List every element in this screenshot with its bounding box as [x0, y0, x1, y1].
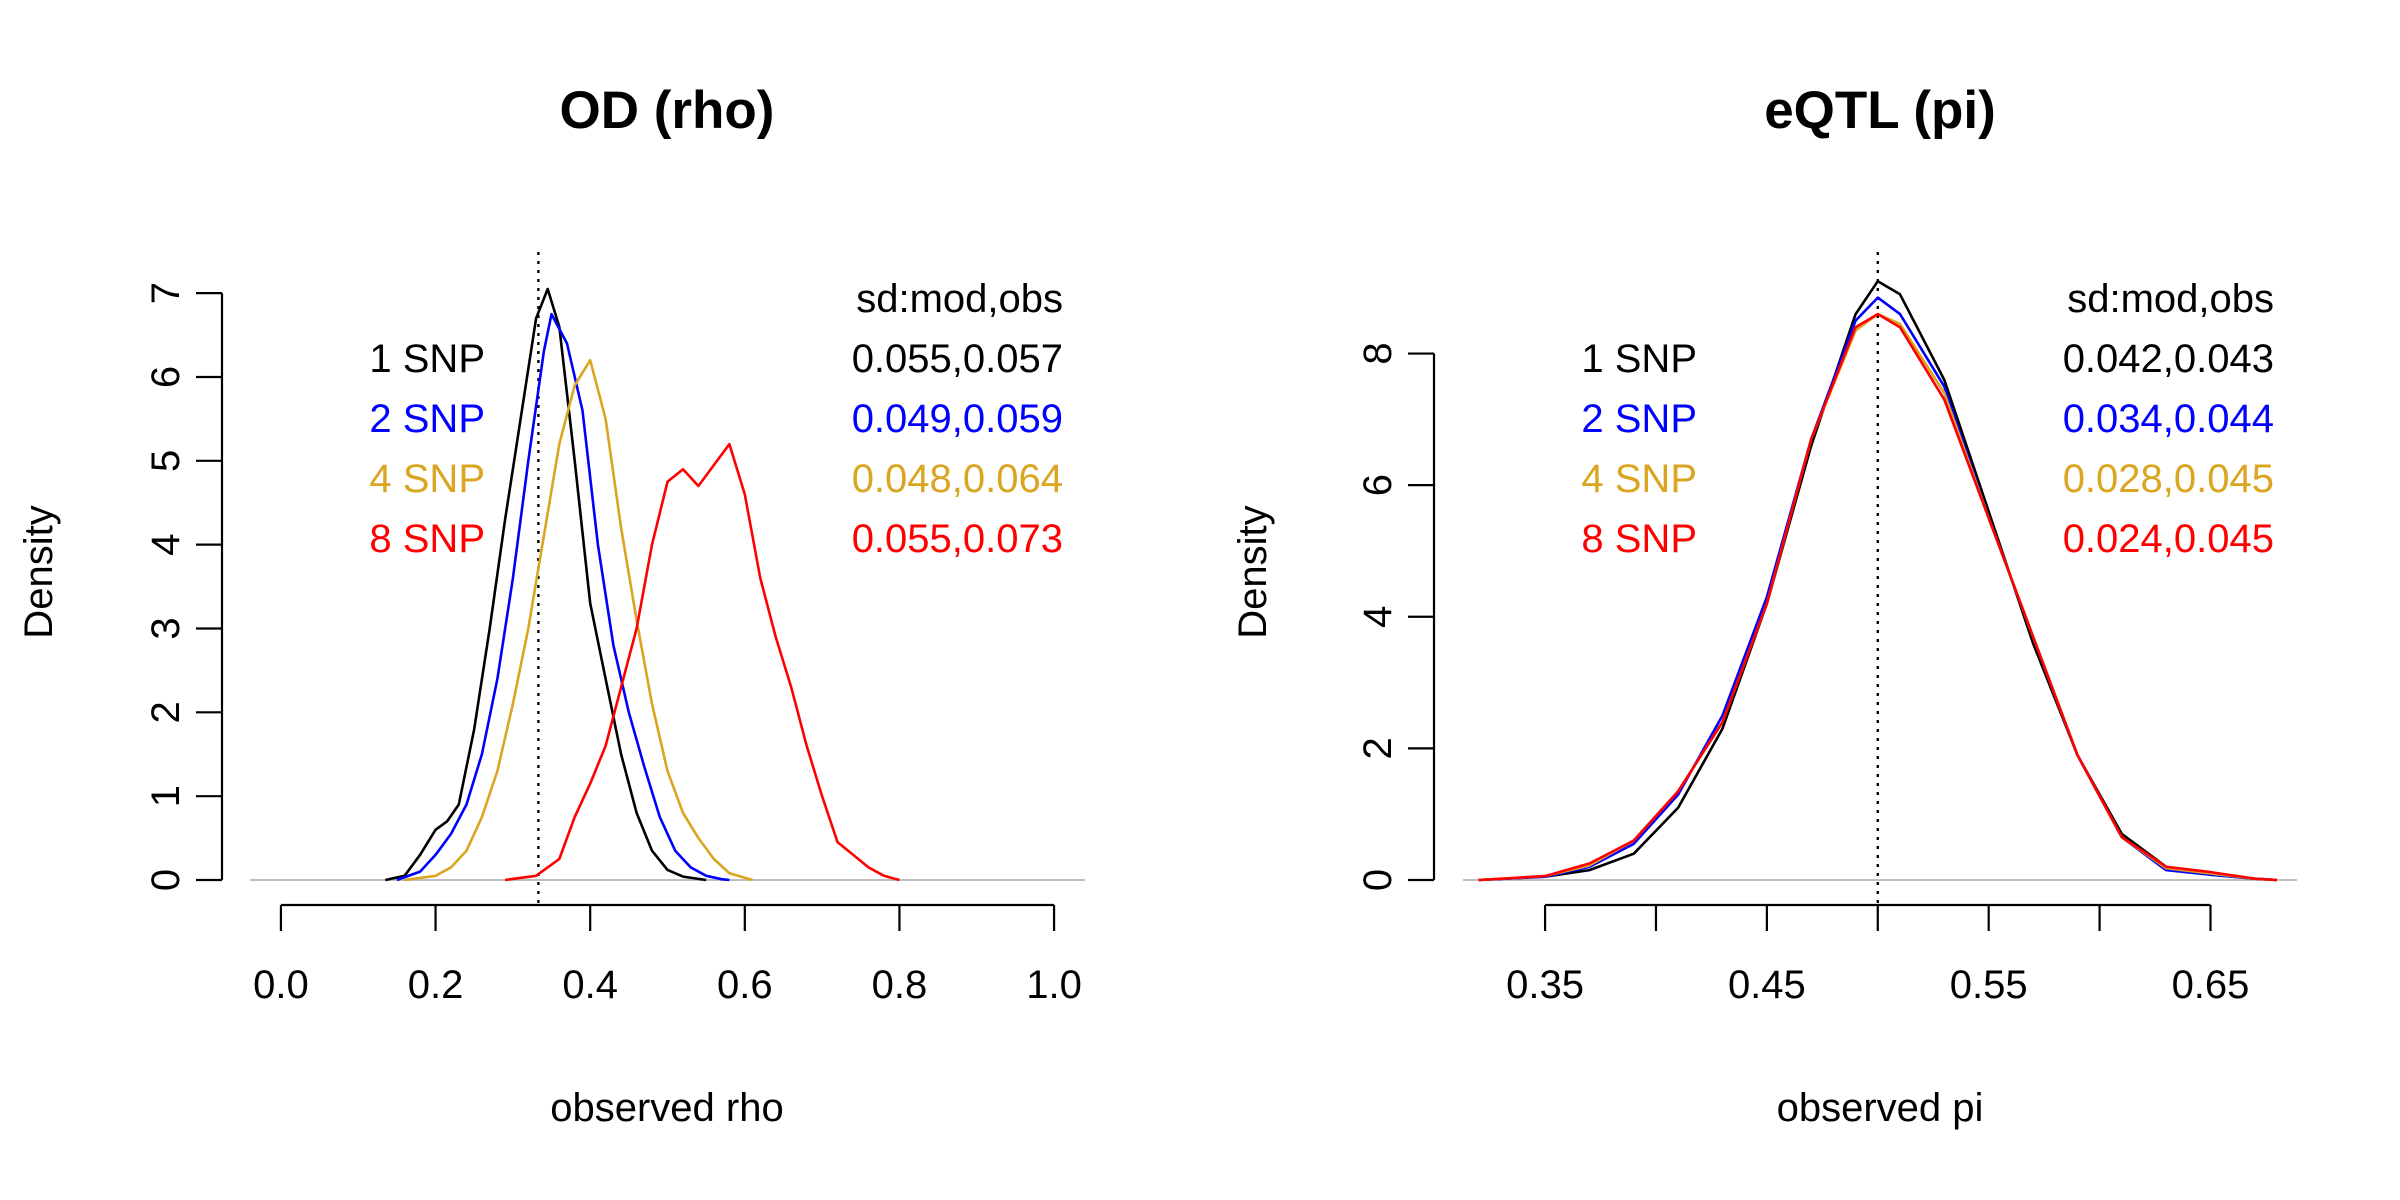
legend-series-stat: 0.049,0.059: [852, 397, 1063, 441]
y-tick-label: 7: [144, 282, 188, 304]
x-axis-label: observed rho: [550, 1086, 783, 1130]
series-line-4-snp: [404, 358, 753, 882]
y-axis-label: Density: [17, 505, 61, 638]
y-axis-label: Density: [1231, 505, 1275, 638]
legend-series-name: 1 SNP: [1581, 337, 1697, 381]
legend-series-name: 8 SNP: [369, 517, 485, 561]
x-tick-label: 0.6: [717, 963, 773, 1007]
x-tick-label: 0.55: [1950, 963, 2028, 1007]
x-tick-label: 0.45: [1728, 963, 1806, 1007]
y-tick-label: 4: [1356, 606, 1400, 628]
series-line-8-snp: [1478, 312, 2278, 882]
legend-series-stat: 0.034,0.044: [2063, 397, 2274, 441]
x-tick-label: 0.0: [253, 963, 309, 1007]
legend-header: sd:mod,obs: [2067, 277, 2274, 321]
legend-series-name: 8 SNP: [1581, 517, 1697, 561]
x-tick-label: 0.8: [872, 963, 928, 1007]
series-line-2-snp: [396, 312, 730, 882]
y-tick-label: 3: [144, 617, 188, 639]
series-line-1-snp: [385, 287, 707, 882]
panel-eqtl-pi: eQTL (pi) 0.35 0.45 0.55 0.65 0 2 4 6 8 observed p…: [1231, 81, 2297, 1130]
y-tick-label: 5: [144, 450, 188, 472]
y-tick-label: 4: [144, 534, 188, 556]
legend-series-stat: 0.055,0.057: [852, 337, 1063, 381]
legend-series-stat: 0.055,0.073: [852, 517, 1063, 561]
legend-series-name: 4 SNP: [1581, 457, 1697, 501]
chart-title: OD (rho): [560, 81, 775, 140]
legend-series-name: 2 SNP: [369, 397, 485, 441]
x-axis-label: observed pi: [1777, 1086, 1984, 1130]
y-tick-label: 1: [144, 785, 188, 807]
y-tick-label: 8: [1356, 342, 1400, 364]
y-tick-label: 6: [144, 366, 188, 388]
x-tick-label: 1.0: [1026, 963, 1082, 1007]
panel-od-rho: OD (rho) 0.0 0.2 0.4 0.6 0.8 1.0 0 1 2 3 4 5 6 7 observ…: [17, 81, 1085, 1130]
legend-series-name: 4 SNP: [369, 457, 485, 501]
y-tick-label: 6: [1356, 474, 1400, 496]
legend-series-name: 2 SNP: [1581, 397, 1697, 441]
x-tick-label: 0.35: [1506, 963, 1584, 1007]
y-tick-label: 0: [144, 869, 188, 891]
y-tick-label: 2: [1356, 737, 1400, 759]
legend-series-stat: 0.042,0.043: [2063, 337, 2274, 381]
legend-series-stat: 0.028,0.045: [2063, 457, 2274, 501]
x-tick-label: 0.4: [562, 963, 618, 1007]
legend-header: sd:mod,obs: [856, 277, 1063, 321]
y-tick-label: 0: [1356, 869, 1400, 891]
x-tick-label: 0.65: [2172, 963, 2250, 1007]
x-tick-label: 0.2: [408, 963, 464, 1007]
legend-series-stat: 0.048,0.064: [852, 457, 1063, 501]
chart-title: eQTL (pi): [1764, 81, 1996, 140]
legend-series-name: 1 SNP: [369, 337, 485, 381]
legend-series-stat: 0.024,0.045: [2063, 517, 2274, 561]
series-line-8-snp: [504, 442, 900, 882]
y-tick-label: 2: [144, 701, 188, 723]
